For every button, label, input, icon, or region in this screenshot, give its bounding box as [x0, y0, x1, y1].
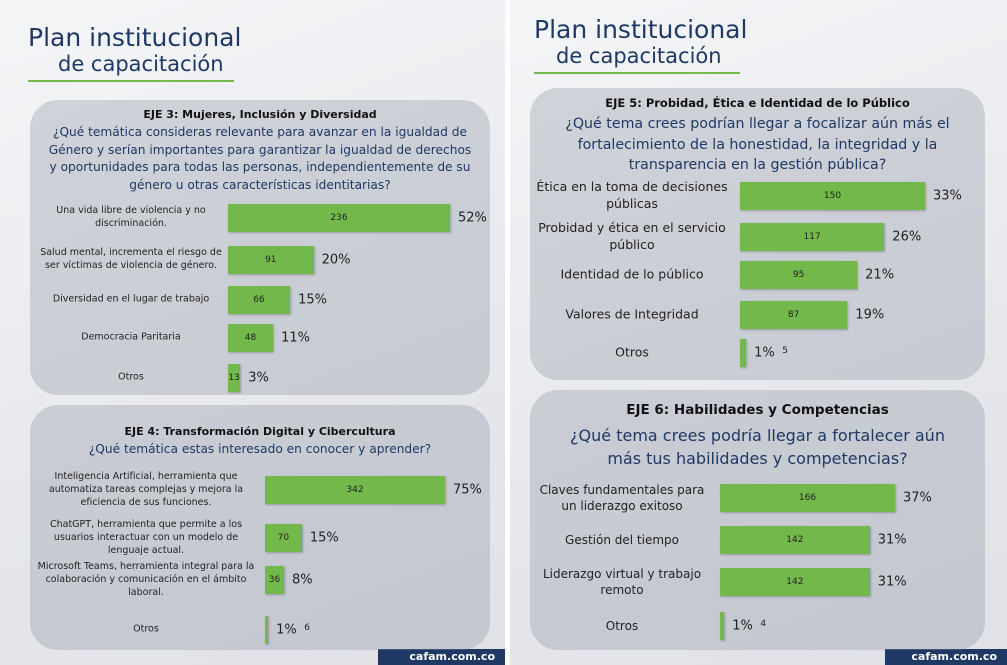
category-label: Otros [34, 624, 258, 637]
bar [265, 616, 268, 644]
percent-label: 1% [754, 346, 775, 361]
page-subtitle: de capacitación [556, 44, 722, 68]
value-label: 48 [245, 333, 256, 343]
percent-label: 26% [892, 230, 921, 245]
value-label: 66 [253, 295, 264, 305]
value-label: 142 [786, 577, 803, 587]
category-label: Otros [534, 618, 710, 634]
value-label: 5 [782, 346, 788, 356]
value-label: 150 [824, 191, 841, 201]
page-title: Plan institucional [28, 24, 241, 52]
percent-label: 1% [276, 623, 297, 638]
category-label: Liderazgo virtual y trabajo remoto [534, 566, 710, 598]
percent-label: 31% [878, 533, 907, 548]
value-label: 91 [265, 255, 276, 265]
value-label: 166 [799, 493, 816, 503]
category-label: Salud mental, incrementa el riesgo de se… [38, 247, 224, 273]
category-label: Identidad de lo público [534, 267, 730, 284]
category-label: Inteligencia Artificial, herramienta que… [34, 471, 258, 509]
category-label: Valores de Integridad [534, 307, 730, 324]
percent-label: 3% [248, 371, 269, 386]
footer: cafam.com.co [378, 649, 505, 665]
title-rule [28, 80, 234, 82]
percent-label: 21% [865, 268, 894, 283]
chart-title: EJE 3: Mujeres, Inclusión y Diversidad [30, 108, 490, 121]
chart-question: ¿Qué tema crees podría llegar a fortalec… [552, 424, 963, 470]
percent-label: 37% [903, 491, 932, 506]
value-label: 13 [228, 373, 239, 383]
value-label: 342 [346, 485, 363, 495]
chart-question: ¿Qué tema crees podrían llegar a focaliz… [552, 114, 963, 176]
chart-title: EJE 4: Transformación Digital y Cibercul… [30, 425, 490, 438]
bar [740, 339, 746, 367]
category-label: Otros [38, 372, 224, 385]
percent-label: 20% [322, 253, 351, 268]
value-label: 4 [760, 619, 766, 629]
percent-label: 11% [281, 331, 310, 346]
category-label: Gestión del tiempo [534, 532, 710, 548]
category-label: ChatGPT, herramienta que permite a los u… [34, 519, 258, 557]
category-label: Claves fundamentales para un liderazgo e… [534, 482, 710, 514]
bar [720, 612, 724, 640]
footer: cafam.com.co [885, 649, 1007, 665]
page-title: Plan institucional [534, 16, 747, 44]
value-label: 36 [269, 575, 280, 585]
percent-label: 1% [732, 619, 753, 634]
title-rule [534, 72, 740, 74]
chart-title: EJE 5: Probidad, Ética e Identidad de lo… [530, 96, 985, 110]
page-root: Plan institucional de capacitación cafam… [0, 0, 1007, 665]
category-label: Una vida libre de violencia y no discrim… [38, 205, 224, 231]
category-label: Probidad y ética en el servicio público [534, 220, 730, 254]
page-subtitle: de capacitación [58, 52, 224, 76]
value-label: 142 [786, 535, 803, 545]
category-label: Otros [534, 345, 730, 362]
value-label: 70 [278, 533, 289, 543]
chart-question: ¿Qué temática estas interesado en conoce… [48, 441, 472, 459]
percent-label: 19% [855, 308, 884, 323]
category-label: Diversidad en el lugar de trabajo [38, 294, 224, 307]
category-label: Ética en la toma de decisiones públicas [534, 179, 730, 213]
chart-question: ¿Qué temática consideras relevante para … [48, 124, 472, 195]
category-label: Microsoft Teams, herramienta integral pa… [34, 561, 258, 599]
percent-label: 75% [453, 483, 482, 498]
value-label: 117 [804, 232, 821, 242]
category-label: Democracia Paritaria [38, 332, 224, 345]
percent-label: 15% [310, 531, 339, 546]
percent-label: 52% [458, 211, 487, 226]
value-label: 87 [788, 310, 799, 320]
value-label: 6 [304, 623, 310, 633]
chart-title: EJE 6: Habilidades y Competencias [530, 402, 985, 418]
value-label: 95 [793, 270, 804, 280]
percent-label: 8% [292, 573, 313, 588]
percent-label: 31% [878, 575, 907, 590]
percent-label: 15% [298, 293, 327, 308]
value-label: 236 [330, 213, 347, 223]
percent-label: 33% [933, 189, 962, 204]
